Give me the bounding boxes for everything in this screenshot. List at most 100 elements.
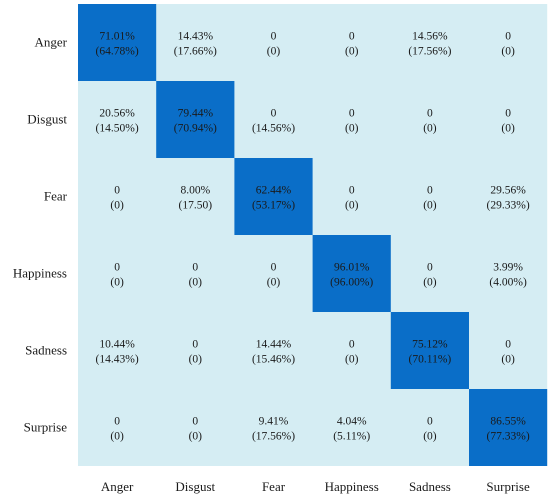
cell-secondary-value: (0) [267, 46, 281, 58]
cell-secondary-value: (0) [110, 200, 124, 212]
cell-secondary-value: (0) [501, 123, 515, 135]
cell-primary-value: 0 [505, 31, 511, 43]
matrix-cell-surprise-fear: 9.41% (17.56%) [252, 416, 295, 443]
diagonal-highlight [234, 158, 313, 235]
cell-primary-value: 0 [271, 262, 277, 274]
cell-primary-value: 0 [349, 108, 355, 120]
matrix-plot-area: 71.01%(64.78%)14.43%(17.66%)0(0)0(0)14.5… [78, 4, 548, 466]
cell-secondary-value: (0) [501, 354, 515, 366]
cell-primary-value: 0 [114, 262, 120, 274]
cell-secondary-value: (0) [345, 46, 359, 58]
cell-primary-value: 0 [349, 339, 355, 351]
row-label-anger: Anger [35, 35, 68, 50]
cell-secondary-value: (29.33%) [487, 200, 530, 212]
row-label-disgust: Disgust [27, 112, 67, 127]
cell-primary-value: 0 [427, 262, 433, 274]
cell-secondary-value: (0) [345, 123, 359, 135]
cell-primary-value: 71.01% [99, 31, 135, 43]
matrix-cell-fear-anger: 0(0) [110, 185, 124, 212]
cell-primary-value: 0 [271, 31, 277, 43]
row-labels: Anger Disgust Fear Happiness Sadness Surprise [13, 35, 68, 435]
cell-secondary-value: (0) [423, 277, 437, 289]
cell-primary-value: 10.44% [99, 339, 135, 351]
matrix-cell-sadness-happiness: 0(0) [345, 339, 359, 366]
matrix-cell-disgust-disgust: 79.44% (70.94%) [156, 81, 235, 158]
cell-secondary-value: (0) [423, 200, 437, 212]
cell-primary-value: 14.44% [256, 339, 292, 351]
cell-secondary-value: (17.66%) [174, 46, 217, 58]
matrix-cell-surprise-disgust: 0(0) [189, 416, 203, 443]
matrix-cell-surprise-anger: 0(0) [110, 416, 124, 443]
cell-secondary-value: (70.11%) [409, 354, 452, 366]
row-label-surprise: Surprise [24, 420, 68, 435]
matrix-cell-anger-surprise: 0(0) [501, 31, 515, 58]
matrix-cell-fear-happiness: 0(0) [345, 185, 359, 212]
cell-secondary-value: (14.50%) [96, 123, 139, 135]
diagonal-highlight [469, 389, 548, 466]
cell-secondary-value: (15.46%) [252, 354, 295, 366]
cell-secondary-value: (4.00%) [489, 277, 527, 289]
cell-secondary-value: (53.17%) [252, 200, 295, 212]
cell-secondary-value: (0) [189, 354, 203, 366]
matrix-cell-happiness-sadness: 0(0) [423, 262, 437, 289]
cell-primary-value: 0 [192, 339, 198, 351]
matrix-cell-anger-disgust: 14.43% (17.66%) [174, 31, 217, 58]
matrix-cell-fear-disgust: 8.00% (17.50) [179, 185, 213, 212]
matrix-cell-anger-sadness: 14.56% (17.56%) [408, 31, 451, 58]
cell-primary-value: 0 [192, 416, 198, 428]
cell-primary-value: 0 [427, 185, 433, 197]
cell-primary-value: 86.55% [490, 416, 526, 428]
column-labels: Anger Disgust Fear Happiness Sadness Surprise [101, 479, 530, 494]
cell-primary-value: 0 [349, 31, 355, 43]
cell-secondary-value: (17.56%) [252, 431, 295, 443]
cell-primary-value: 79.44% [178, 108, 214, 120]
matrix-cell-anger-anger: 71.01% (64.78%) [78, 4, 157, 81]
cell-primary-value: 0 [427, 108, 433, 120]
matrix-cell-sadness-disgust: 0(0) [189, 339, 203, 366]
cell-secondary-value: (0) [345, 200, 359, 212]
column-label-anger: Anger [101, 479, 134, 494]
matrix-cell-fear-surprise: 29.56% (29.33%) [487, 185, 530, 212]
cell-primary-value: 75.12% [412, 339, 448, 351]
matrix-cell-anger-fear: 0(0) [267, 31, 281, 58]
cell-primary-value: 62.44% [256, 185, 292, 197]
cell-primary-value: 8.00% [180, 185, 210, 197]
matrix-cell-disgust-sadness: 0(0) [423, 108, 437, 135]
cell-secondary-value: (14.43%) [96, 354, 139, 366]
cell-secondary-value: (17.50) [179, 200, 213, 212]
cell-secondary-value: (17.56%) [408, 46, 451, 58]
cell-primary-value: 0 [114, 185, 120, 197]
cell-secondary-value: (0) [423, 431, 437, 443]
matrix-cell-disgust-anger: 20.56% (14.50%) [96, 108, 139, 135]
cell-primary-value: 9.41% [259, 416, 289, 428]
column-label-happiness: Happiness [325, 479, 379, 494]
matrix-cell-happiness-fear: 0(0) [267, 262, 281, 289]
cell-secondary-value: (14.56%) [252, 123, 295, 135]
row-label-sadness: Sadness [25, 343, 67, 358]
matrix-cells: 71.01%(64.78%)14.43%(17.66%)0(0)0(0)14.5… [78, 4, 548, 466]
cell-primary-value: 0 [192, 262, 198, 274]
matrix-cell-anger-happiness: 0(0) [345, 31, 359, 58]
diagonal-highlight [390, 312, 469, 389]
cell-secondary-value: (64.78%) [96, 46, 139, 58]
matrix-cell-fear-sadness: 0(0) [423, 185, 437, 212]
cell-secondary-value: (0) [345, 354, 359, 366]
cell-primary-value: 20.56% [99, 108, 135, 120]
matrix-cell-surprise-surprise: 86.55% (77.33%) [469, 389, 548, 466]
cell-primary-value: 29.56% [490, 185, 526, 197]
diagonal-highlight [312, 235, 391, 312]
cell-primary-value: 0 [427, 416, 433, 428]
diagonal-highlight [78, 4, 157, 81]
matrix-cell-sadness-anger: 10.44% (14.43%) [96, 339, 139, 366]
matrix-cell-sadness-surprise: 0(0) [501, 339, 515, 366]
cell-primary-value: 0 [271, 108, 277, 120]
cell-secondary-value: (0) [189, 277, 203, 289]
matrix-cell-happiness-happiness: 96.01% (96.00%) [312, 235, 391, 312]
cell-secondary-value: (77.33%) [487, 431, 530, 443]
cell-secondary-value: (70.94%) [174, 123, 217, 135]
matrix-cell-surprise-happiness: 4.04% (5.11%) [333, 416, 370, 443]
matrix-cell-disgust-surprise: 0(0) [501, 108, 515, 135]
cell-secondary-value: (0) [110, 431, 124, 443]
matrix-cell-surprise-sadness: 0(0) [423, 416, 437, 443]
matrix-cell-disgust-fear: 0 (14.56%) [252, 108, 295, 135]
